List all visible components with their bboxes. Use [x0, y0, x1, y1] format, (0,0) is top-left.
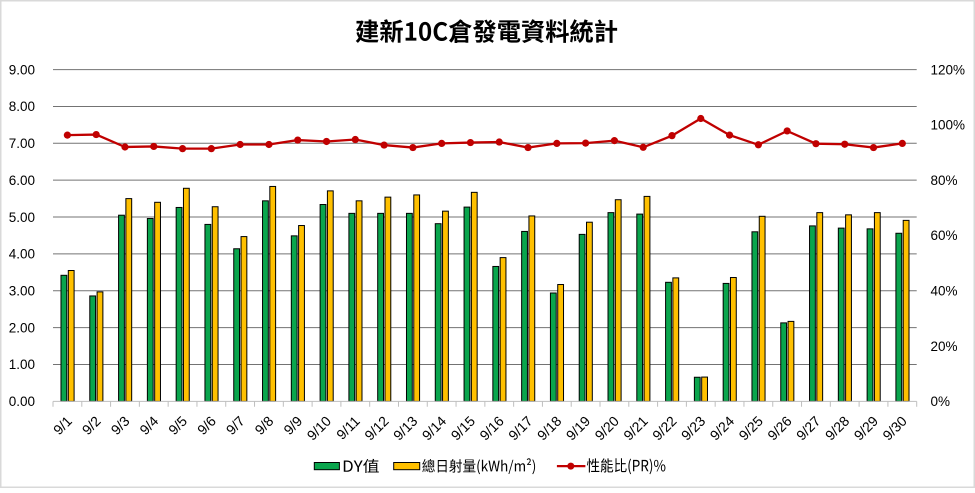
- svg-text:0%: 0%: [931, 394, 951, 409]
- svg-text:3.00: 3.00: [9, 283, 35, 298]
- svg-text:6.00: 6.00: [9, 173, 35, 188]
- svg-text:4.00: 4.00: [9, 247, 35, 262]
- svg-text:20%: 20%: [931, 339, 958, 354]
- svg-text:100%: 100%: [931, 118, 966, 133]
- svg-text:5.00: 5.00: [9, 210, 35, 225]
- svg-text:8.00: 8.00: [9, 99, 35, 114]
- svg-text:9.00: 9.00: [9, 62, 35, 77]
- svg-text:1.00: 1.00: [9, 357, 35, 372]
- svg-text:120%: 120%: [931, 62, 966, 77]
- svg-text:2.00: 2.00: [9, 320, 35, 335]
- svg-text:80%: 80%: [931, 173, 958, 188]
- svg-text:60%: 60%: [931, 228, 958, 243]
- svg-text:0.00: 0.00: [9, 394, 35, 409]
- svg-text:7.00: 7.00: [9, 136, 35, 151]
- svg-text:40%: 40%: [931, 283, 958, 298]
